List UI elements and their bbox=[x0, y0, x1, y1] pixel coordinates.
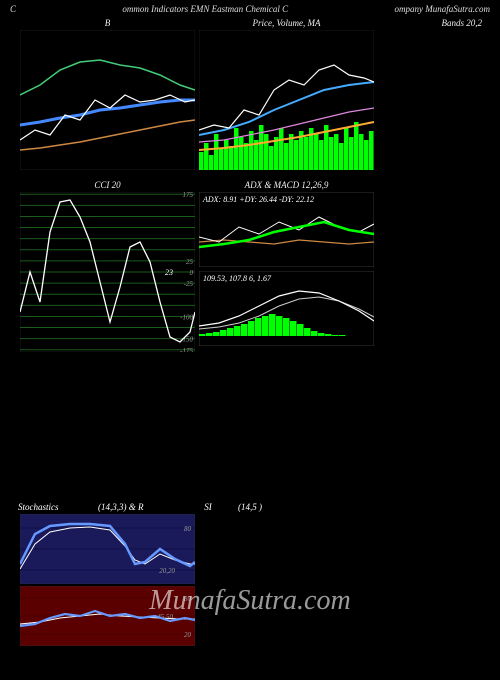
stoch-rsi-title-row: Stochastics (14,3,3) & R SI (14,5 ) bbox=[18, 502, 500, 512]
panel-bbands: B bbox=[20, 18, 195, 170]
svg-text:20: 20 bbox=[184, 631, 192, 639]
bbands-title: B bbox=[20, 18, 195, 30]
svg-text:23: 23 bbox=[165, 268, 173, 277]
svg-text:25: 25 bbox=[186, 258, 194, 266]
svg-text:ADX: 8.91 +DY: 26.44 -DY: 22.: ADX: 8.91 +DY: 26.44 -DY: 22.12 bbox=[202, 195, 314, 204]
rsi-params: (14,5 ) bbox=[238, 502, 418, 512]
rsi-label: SI bbox=[178, 502, 238, 512]
svg-text:-25: -25 bbox=[184, 280, 194, 288]
stoch-params: (14,3,3) & R bbox=[98, 502, 178, 512]
chart-stoch: 80 20,20 bbox=[20, 514, 195, 584]
header-right: ompany MunafaSutra.com bbox=[394, 4, 490, 14]
svg-text:-175: -175 bbox=[180, 347, 193, 352]
svg-text:175: 175 bbox=[183, 192, 194, 199]
svg-text:0: 0 bbox=[190, 269, 194, 277]
chart-cci: 175250-25-100-150-17523 bbox=[20, 192, 195, 352]
page-header: C ommon Indicators EMN Eastman Chemical … bbox=[0, 0, 500, 16]
svg-text:-100: -100 bbox=[180, 313, 193, 321]
adx-macd-title: ADX & MACD 12,26,9 bbox=[199, 180, 374, 192]
chart-rsi: 8045,5020 bbox=[20, 586, 195, 646]
header-center: ommon Indicators EMN Eastman Chemical C bbox=[122, 4, 288, 14]
header-left: C bbox=[10, 4, 16, 14]
panel-adx-macd: ADX & MACD 12,26,9 ADX: 8.91 +DY: 26.44 … bbox=[199, 180, 374, 352]
panel-cci: CCI 20 175250-25-100-150-17523 bbox=[20, 180, 195, 352]
panel-price-ma: Price, Volume, MA bbox=[199, 18, 374, 170]
stoch-label: Stochastics bbox=[18, 502, 98, 512]
chart-macd: 109.53, 107.8 6, 1.67 bbox=[199, 271, 374, 346]
chart-price-ma bbox=[199, 30, 374, 170]
bands-title-right: Bands 20,2 bbox=[378, 18, 488, 30]
price-ma-title: Price, Volume, MA bbox=[199, 18, 374, 30]
chart-bbands bbox=[20, 30, 195, 170]
svg-text:80: 80 bbox=[184, 595, 192, 603]
svg-text:109.53, 107.8 6, 1: 109.53, 107.8 6, 1.67 bbox=[203, 274, 272, 283]
panel-bands-label: Bands 20,2 bbox=[378, 18, 488, 170]
panel-stoch: 80 20,20 8045,5020 bbox=[20, 514, 195, 646]
cci-title: CCI 20 bbox=[20, 180, 195, 192]
svg-text:20,20: 20,20 bbox=[159, 567, 175, 575]
svg-text:80: 80 bbox=[184, 525, 192, 533]
chart-adx: ADX: 8.91 +DY: 26.44 -DY: 22.12 bbox=[199, 192, 374, 267]
